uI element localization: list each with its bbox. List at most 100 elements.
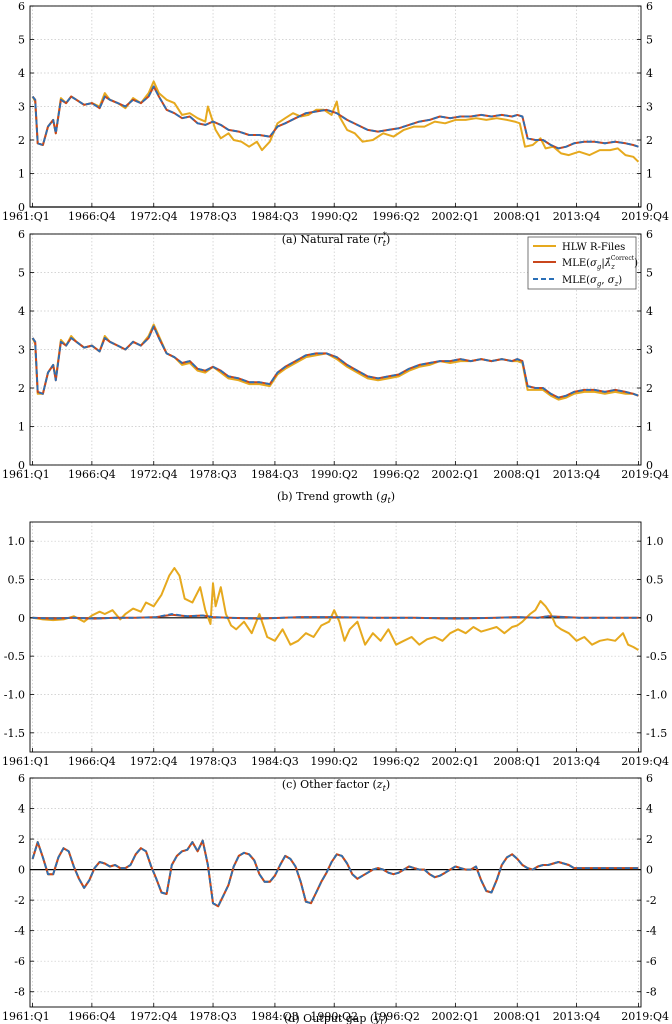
y-tick-label-left: -8: [14, 986, 25, 999]
y-tick-label-right: 5: [646, 267, 653, 280]
x-tick-label: 1996:Q2: [372, 468, 420, 481]
x-tick-label: 1984:Q3: [251, 755, 299, 768]
x-tick-label: 1966:Q4: [68, 468, 116, 481]
legend-label-part: g: [597, 263, 602, 271]
legend-label-part: |: [601, 258, 604, 269]
x-tick-label: 2002:Q1: [432, 1010, 480, 1023]
y-tick-label-right: 5: [646, 34, 653, 47]
series-line-mle-sigma-g-sigma-z: [31, 325, 639, 399]
x-tick-label: 1972:Q4: [130, 468, 178, 481]
legend-label-part: σ: [608, 275, 616, 286]
y-tick-label-right: 1.0: [646, 535, 664, 548]
x-tick-label: 1984:Q3: [251, 1010, 299, 1023]
legend-label-part: λ̂: [604, 258, 611, 269]
caption-prefix: (c) Other factor (: [282, 778, 377, 791]
x-tick-label: 1972:Q4: [130, 1010, 178, 1023]
legend-label-part: g: [597, 280, 602, 288]
y-tick-label-left: 0: [18, 459, 25, 472]
x-tick-label: 2002:Q1: [432, 755, 480, 768]
x-tick-label: 1961:Q1: [2, 210, 50, 223]
caption-sub: t: [380, 1018, 384, 1024]
y-tick-label-right: 3: [646, 344, 653, 357]
y-tick-label-right: -0.5: [646, 650, 667, 663]
x-tick-label: 2008:Q1: [493, 1010, 541, 1023]
legend-label-part: σ: [590, 258, 598, 269]
y-tick-label-right: 3: [646, 101, 653, 114]
series-line-mle-sigma-g-lambda: [31, 325, 639, 399]
y-tick-label-left: -6: [14, 955, 25, 968]
y-tick-label-left: 6: [18, 772, 25, 785]
x-tick-label: 1990:Q2: [310, 755, 358, 768]
y-tick-label-right: -1.5: [646, 727, 667, 740]
y-tick-label-left: -4: [14, 925, 25, 938]
x-tick-label: 1996:Q2: [372, 1010, 420, 1023]
panel-caption: (a) Natural rate (r* t): [282, 231, 390, 248]
plot-frame: [29, 777, 642, 1008]
legend-label-part: σ: [590, 275, 598, 286]
caption-sup: *: [383, 231, 387, 240]
y-tick-label-right: 2: [646, 382, 653, 395]
caption-symbol: r: [377, 233, 383, 246]
y-tick-label-right: -1.0: [646, 689, 667, 702]
x-tick-label: 2002:Q1: [432, 210, 480, 223]
panel-caption: (b) Trend growth (gt): [277, 490, 395, 505]
y-tick-label-left: 4: [18, 803, 25, 816]
y-tick-label-left: 0: [18, 201, 25, 214]
y-tick-label-right: -8: [646, 986, 657, 999]
y-tick-label-right: -2: [646, 894, 657, 907]
y-tick-label-right: 6: [646, 772, 653, 785]
y-tick-label-right: 6: [646, 228, 653, 241]
y-tick-label-left: 4: [18, 67, 25, 80]
x-tick-label: 2002:Q1: [432, 468, 480, 481]
x-tick-label: 1972:Q4: [130, 210, 178, 223]
legend-label-part: z: [610, 263, 615, 271]
x-tick-label: 2013:Q4: [553, 1010, 601, 1023]
y-tick-label-left: -1.0: [4, 689, 25, 702]
x-tick-label: 2013:Q4: [553, 210, 601, 223]
x-tick-label: 1978:Q3: [189, 468, 237, 481]
x-tick-label: 1996:Q2: [372, 210, 420, 223]
caption-sub: t: [383, 239, 387, 248]
x-tick-label: 1978:Q3: [189, 210, 237, 223]
y-tick-label-left: 5: [18, 34, 25, 47]
y-tick-label-right: 4: [646, 67, 653, 80]
x-tick-label: 2013:Q4: [553, 468, 601, 481]
y-tick-label-right: 1: [646, 168, 653, 181]
y-tick-label-left: 6: [18, 228, 25, 241]
series-line-mle-sigma-g-lambda: [31, 839, 639, 908]
y-tick-label-right: 0: [646, 612, 653, 625]
x-tick-label: 1966:Q4: [68, 1010, 116, 1023]
x-tick-label: 2019:Q4: [621, 1010, 669, 1023]
x-tick-label: 1972:Q4: [130, 755, 178, 768]
series-line-hlw-r-files: [32, 567, 639, 651]
x-tick-label: 1996:Q2: [372, 755, 420, 768]
legend-label-part: MLE(: [562, 275, 590, 286]
legend-label-part: Correct: [611, 255, 635, 262]
panel-a: 0 0 1 1 2 2 3 3 4 4 5 5 6 6 1961:Q1 1966:Q4 1972:Q4 1978:…: [2, 0, 669, 248]
y-tick-label-right: 0: [646, 201, 653, 214]
x-tick-label: 2008:Q1: [493, 468, 541, 481]
x-tick-label: 1961:Q1: [2, 1010, 50, 1023]
x-tick-label: 2019:Q4: [621, 755, 669, 768]
series-line-mle-sigma-g-sigma-z: [31, 85, 639, 150]
legend-label: MLE(σg, σz): [562, 275, 622, 288]
x-tick-label: 2019:Q4: [621, 210, 669, 223]
plot-frame: [29, 521, 642, 753]
caption-suffix: ): [386, 778, 390, 791]
y-tick-label-right: 4: [646, 305, 653, 318]
y-tick-label-left: 0.5: [8, 574, 26, 587]
x-tick-label: 1966:Q4: [68, 210, 116, 223]
x-tick-label: 1990:Q2: [310, 468, 358, 481]
caption-sub: t: [388, 496, 392, 505]
y-tick-label-left: 3: [18, 344, 25, 357]
x-tick-label: 2008:Q1: [493, 755, 541, 768]
series-line-mle-sigma-g-lambda: [31, 85, 639, 150]
caption-prefix: (d) Output gap (: [284, 1012, 374, 1024]
y-tick-label-left: -1.5: [4, 727, 25, 740]
caption-symbol: ỹ: [373, 1012, 381, 1024]
y-tick-label-left: 0: [18, 612, 25, 625]
panel-caption: (d) Output gap (ỹt): [284, 1012, 388, 1024]
y-tick-label-left: -0.5: [4, 650, 25, 663]
